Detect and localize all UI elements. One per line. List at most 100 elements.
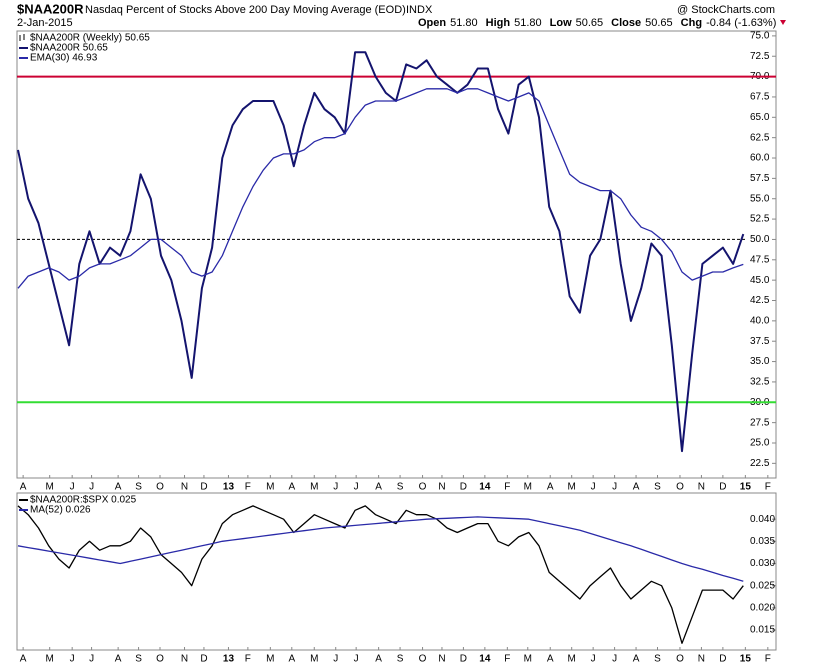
y-tick-label: 35.0 <box>750 356 770 367</box>
x-tick-label: J <box>354 482 359 493</box>
x-tick-label: O <box>419 482 427 493</box>
x-tick-label: A <box>633 654 640 665</box>
quote-label: Close <box>611 17 641 29</box>
symbol: $NAA200R <box>17 1 84 16</box>
x-tick-label: M <box>568 654 576 665</box>
x-tick-label: M <box>524 482 532 493</box>
x-tick-label: A <box>20 482 27 493</box>
y-tick-label: 65.0 <box>750 112 770 123</box>
down-arrow <box>780 20 786 25</box>
y-tick-label: 40.0 <box>750 315 770 326</box>
chart-title: Nasdaq Percent of Stocks Above 200 Day M… <box>85 4 406 16</box>
x-tick-label: M <box>568 482 576 493</box>
x-tick-label: J <box>89 482 94 493</box>
x-tick-label: J <box>89 654 94 665</box>
x-tick-label: N <box>181 482 188 493</box>
y-tick-label: 45.0 <box>750 275 770 286</box>
x-tick-label: 14 <box>479 654 491 665</box>
y-tick-label: 60.0 <box>750 153 770 164</box>
y-tick-label: 72.5 <box>750 51 770 62</box>
legend-label: $NAA200R:$SPX 0.025 <box>30 495 137 506</box>
x-tick-label: J <box>591 654 596 665</box>
x-tick-label: F <box>504 482 510 493</box>
exchange: INDX <box>406 4 433 16</box>
x-tick-label: O <box>419 654 427 665</box>
y-tick-label: 22.5 <box>750 458 770 469</box>
x-tick-label: O <box>676 654 684 665</box>
x-tick-label: A <box>288 654 295 665</box>
quote-value: 50.65 <box>576 17 604 29</box>
quote-value: 51.80 <box>514 17 542 29</box>
x-tick-label: J <box>612 654 617 665</box>
x-tick-label: J <box>70 654 75 665</box>
y-tick-label: 67.5 <box>750 92 770 103</box>
x-tick-label: F <box>765 654 771 665</box>
x-tick-label: F <box>765 482 771 493</box>
y-tick-label: 0.035 <box>750 536 775 547</box>
quote-label: High <box>486 17 511 29</box>
x-tick-label: D <box>460 482 467 493</box>
x-tick-label: S <box>397 482 404 493</box>
x-tick-label: 13 <box>223 482 235 493</box>
x-tick-label: M <box>310 482 318 493</box>
x-tick-label: D <box>719 482 726 493</box>
y-tick-label: 57.5 <box>750 173 770 184</box>
x-tick-label: A <box>20 654 27 665</box>
series-line <box>17 88 744 289</box>
x-tick-label: J <box>591 482 596 493</box>
plot-frame <box>16 30 777 479</box>
x-tick-label: A <box>288 482 295 493</box>
x-tick-label: D <box>719 654 726 665</box>
y-tick-label: 37.5 <box>750 336 770 347</box>
quote-value: 50.65 <box>645 17 673 29</box>
x-tick-label: J <box>354 654 359 665</box>
x-tick-label: A <box>115 482 122 493</box>
y-tick-label: 0.025 <box>750 580 775 591</box>
x-tick-label: F <box>245 654 251 665</box>
x-tick-label: A <box>375 482 382 493</box>
x-tick-label: O <box>156 482 164 493</box>
credit: @ StockCharts.com <box>677 4 775 16</box>
y-tick-label: 0.015 <box>750 625 775 636</box>
x-tick-label: 15 <box>740 482 752 493</box>
x-tick-label: J <box>612 482 617 493</box>
y-tick-label: 32.5 <box>750 377 770 388</box>
x-tick-label: N <box>698 482 705 493</box>
x-tick-label: S <box>135 482 142 493</box>
x-tick-label: M <box>524 654 532 665</box>
x-tick-label: M <box>46 654 54 665</box>
series-line <box>17 516 744 582</box>
quote-label: Open <box>418 17 446 29</box>
y-tick-label: 62.5 <box>750 132 770 143</box>
x-tick-label: J <box>333 482 338 493</box>
quote-value: 51.80 <box>450 17 478 29</box>
x-tick-label: O <box>156 654 164 665</box>
x-tick-label: 14 <box>479 482 491 493</box>
x-tick-label: N <box>438 654 445 665</box>
y-tick-label: 25.0 <box>750 438 770 449</box>
x-tick-label: S <box>654 482 661 493</box>
y-tick-label: 75.0 <box>750 31 770 42</box>
legend-label: EMA(30) 46.93 <box>30 53 98 64</box>
x-tick-label: N <box>698 654 705 665</box>
x-tick-label: S <box>654 654 661 665</box>
date: 2-Jan-2015 <box>17 17 73 29</box>
x-tick-label: A <box>547 654 554 665</box>
x-tick-label: F <box>245 482 251 493</box>
legend-label: $NAA200R 50.65 <box>30 43 108 54</box>
x-tick-label: M <box>266 654 274 665</box>
x-tick-label: A <box>375 654 382 665</box>
quote: Open 51.80 High 51.80 Low 50.65 Close 50.65 Chg -… <box>418 17 776 29</box>
x-tick-label: J <box>70 482 75 493</box>
legend-heading: $NAA200R (Weekly) 50.65 <box>30 33 150 44</box>
y-tick-label: 27.5 <box>750 417 770 428</box>
x-tick-label: F <box>504 654 510 665</box>
x-tick-label: D <box>200 654 207 665</box>
x-tick-label: 15 <box>740 654 752 665</box>
quote-value: -0.84 (-1.63%) <box>706 17 776 29</box>
y-tick-label: 0.030 <box>750 558 775 569</box>
y-tick-label: 42.5 <box>750 295 770 306</box>
x-tick-label: M <box>46 482 54 493</box>
